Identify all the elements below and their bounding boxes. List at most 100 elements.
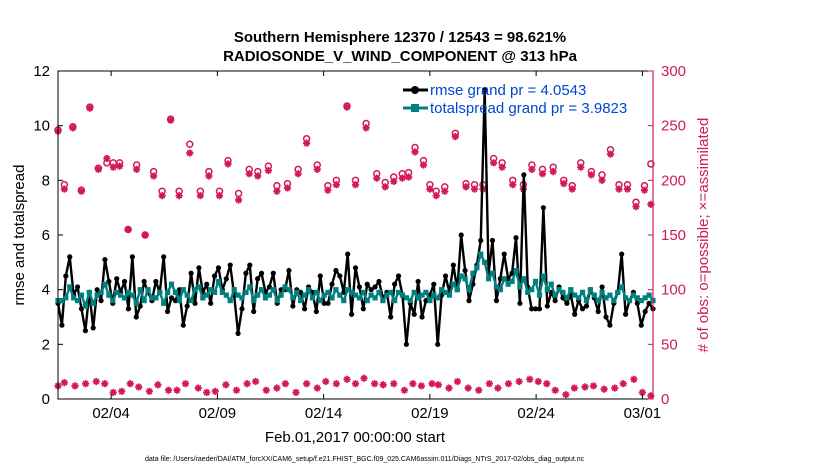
totalspread-point: [106, 292, 112, 298]
rmse-point: [372, 284, 378, 290]
totalspread-point: [619, 284, 625, 290]
rmse-point: [364, 281, 370, 287]
rmse-point: [239, 306, 245, 312]
obs-assimilated-point: [351, 181, 360, 189]
obs-low-point: [445, 384, 453, 392]
totalspread-point: [290, 295, 296, 301]
obs-low-point: [611, 384, 619, 392]
obs-assimilated-point: [103, 154, 111, 163]
obs-low-point: [82, 380, 90, 388]
totalspread-point: [525, 289, 531, 295]
totalspread-point: [251, 298, 257, 304]
totalspread-point: [313, 289, 319, 295]
rmse-point: [192, 300, 198, 306]
totalspread-point: [458, 273, 464, 279]
totalspread-point: [176, 298, 182, 304]
obs-assimilated-point: [124, 225, 132, 234]
rmse-point: [90, 325, 96, 331]
totalspread-point: [90, 300, 96, 306]
totalspread-point: [364, 298, 370, 304]
obs-low-point: [232, 386, 241, 394]
rmse-point: [161, 254, 167, 260]
obs-assimilated-point: [373, 174, 381, 182]
rmse-point: [188, 270, 194, 276]
totalspread-point: [403, 295, 409, 301]
totalspread-point: [258, 287, 265, 293]
obs-low-point: [464, 384, 472, 392]
obs-low-point: [619, 380, 627, 388]
totalspread-point: [145, 287, 151, 293]
totalspread-point: [239, 295, 245, 301]
obs-assimilated-point: [560, 180, 568, 188]
totalspread-point: [282, 284, 288, 290]
totalspread-point: [247, 284, 253, 290]
y-right-tick-label: 100: [661, 282, 686, 299]
totalspread-point: [278, 292, 284, 298]
rmse-point: [532, 306, 539, 312]
obs-assimilated-point: [441, 187, 449, 195]
rmse-point: [255, 276, 261, 282]
obs-low-point: [581, 383, 589, 391]
rmse-point: [290, 303, 296, 309]
totalspread-point: [317, 298, 323, 304]
y-right-tick-label: 250: [661, 118, 686, 135]
obs-assimilated-point: [235, 196, 243, 204]
totalspread-point: [642, 295, 648, 301]
y-left-tick-label: 0: [42, 391, 50, 408]
totalspread-point: [482, 259, 488, 265]
rmse-point: [251, 308, 257, 315]
obs-low-point: [600, 385, 608, 393]
obs-assimilated-point: [411, 148, 419, 156]
totalspread-point: [572, 292, 578, 298]
totalspread-point: [231, 287, 237, 293]
rmse-point: [493, 298, 500, 304]
obs-assimilated-point: [623, 185, 632, 193]
chart-subtitle: RADIOSONDE_V_WIND_COMPONENT @ 313 hPa: [223, 48, 578, 65]
obs-assimilated-point: [175, 192, 183, 200]
obs-low-point: [351, 380, 360, 388]
obs-low-point: [135, 383, 143, 391]
rmse-point: [106, 278, 112, 285]
totalspread-point: [395, 289, 402, 295]
totalspread-point: [235, 292, 241, 298]
y-left-tick-label: 6: [42, 227, 50, 244]
totalspread-point: [587, 287, 593, 293]
totalspread-point: [309, 295, 316, 301]
rmse-point: [431, 281, 437, 287]
rmse-point: [325, 300, 331, 306]
totalspread-point: [63, 295, 69, 301]
totalspread-point: [141, 298, 147, 304]
rmse-point: [622, 311, 629, 317]
obs-assimilated-point: [549, 167, 557, 176]
totalspread-point: [341, 298, 347, 304]
rmse-point: [517, 300, 523, 306]
totalspread-point: [329, 295, 335, 301]
totalspread-point: [223, 292, 229, 298]
obs-low-point: [390, 380, 398, 388]
rmse-point: [579, 306, 586, 312]
rmse-point: [302, 306, 308, 312]
y-axis-label-right: # of obs: o=possible; ×=assimilated: [695, 118, 712, 353]
y-right-tick-label: 200: [661, 172, 686, 189]
rmse-point: [544, 303, 550, 309]
obs-assimilated-point: [150, 172, 158, 180]
obs-assimilated-point: [303, 139, 311, 147]
totalspread-point: [118, 292, 124, 298]
totalspread-point: [384, 292, 390, 298]
totalspread-point: [121, 295, 128, 301]
rmse-point: [165, 308, 171, 315]
totalspread-point: [67, 284, 73, 290]
totalspread-point: [78, 292, 85, 298]
rmse-point: [270, 270, 276, 276]
totalspread-point: [102, 281, 108, 287]
rmse-point: [368, 287, 374, 293]
obs-low-point: [292, 388, 300, 397]
obs-assimilated-point: [245, 170, 253, 178]
totalspread-point: [356, 295, 363, 301]
rmse-point: [501, 251, 507, 257]
totalspread-point: [407, 298, 413, 304]
rmse-point: [78, 306, 85, 312]
obs-low-point: [475, 386, 483, 394]
obs-assimilated-point: [186, 149, 194, 157]
